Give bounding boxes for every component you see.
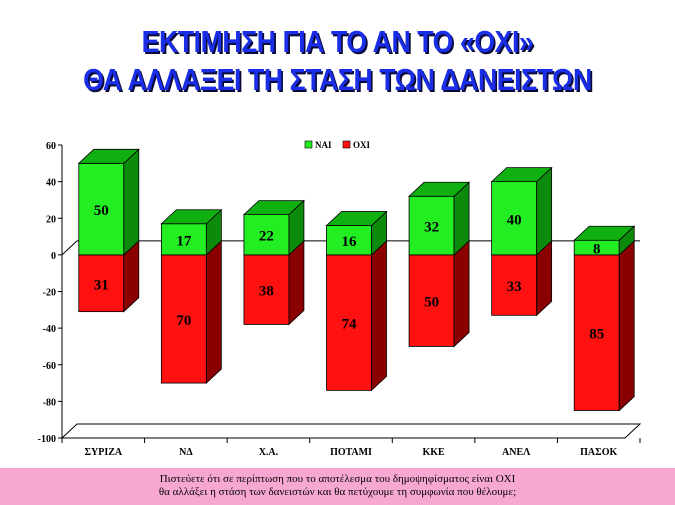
bar-yes-top xyxy=(573,225,636,241)
bar-no-side xyxy=(618,239,635,412)
bar-no-side xyxy=(288,239,305,326)
bar-no xyxy=(160,239,222,384)
x-category-label: ΚΚΕ xyxy=(422,447,445,458)
bar-yes xyxy=(408,181,471,256)
x-category-label: ΝΔ xyxy=(179,447,193,458)
bar-no-side xyxy=(205,239,222,384)
question-caption: Πιστεύετε ότι σε περίπτωση που το αποτέλ… xyxy=(0,468,675,505)
yes-data-label: 40 xyxy=(507,212,522,228)
yes-data-label: 17 xyxy=(176,233,192,249)
chart-floor xyxy=(60,423,642,439)
no-data-label: 74 xyxy=(342,317,358,333)
bar-no-front xyxy=(491,254,538,316)
bar-chart: 60 40 20 0 -20 -40 -60 -80 -100 50 31 ΣΥΡΙΖΑ 17 70 ΝΔ 2… xyxy=(38,140,642,458)
yes-data-label: 22 xyxy=(259,229,274,245)
bar-yes-top xyxy=(77,148,140,164)
bar-no xyxy=(408,239,470,348)
bar-yes xyxy=(242,199,305,256)
y-tick-label: 20 xyxy=(46,214,56,225)
bar-yes-side xyxy=(123,148,140,256)
y-tick-label: -20 xyxy=(43,288,56,299)
bar-no xyxy=(243,239,305,326)
no-data-label: 31 xyxy=(94,277,109,293)
no-data-label: 50 xyxy=(424,295,439,311)
x-category-label: Χ.Α. xyxy=(259,447,279,458)
legend-label: ΝΑΙ xyxy=(315,140,332,150)
zero-depth-line xyxy=(61,240,78,256)
y-tick-label: 60 xyxy=(46,141,56,152)
bar-no xyxy=(491,239,553,317)
caption-line-2: θα αλλάξει η στάση των δανειστών και θα … xyxy=(158,486,517,498)
x-category-label: ΣΥΡΙΖΑ xyxy=(84,447,122,458)
bar-yes xyxy=(573,225,636,256)
yes-data-label: 50 xyxy=(94,203,109,219)
bar-no-side xyxy=(453,239,470,348)
title-line-1: ΕΚΤΙΜΗΣΗ ΓΙΑ ΤΟ ΑΝ ΤΟ «ΟΧΙ» xyxy=(141,24,534,59)
bar-yes-top xyxy=(490,167,553,183)
y-tick-label: -40 xyxy=(43,324,56,335)
no-data-label: 38 xyxy=(259,284,274,300)
bar-no xyxy=(326,239,387,392)
bar-no-front xyxy=(408,254,455,347)
bar-yes-top xyxy=(325,211,388,226)
bar-yes-top xyxy=(160,209,223,225)
bar-no-side xyxy=(371,239,387,392)
y-tick-label: 40 xyxy=(46,178,56,189)
no-data-label: 33 xyxy=(507,279,522,295)
legend: ΝΑΙ ΟΧΙ xyxy=(304,140,371,150)
x-category-label: ΠΑΣΟΚ xyxy=(580,447,617,458)
yes-data-label: 16 xyxy=(342,234,358,250)
yes-data-label: 8 xyxy=(593,242,601,258)
no-data-label: 70 xyxy=(176,313,191,329)
caption-line-1: Πιστεύετε ότι σε περίπτωση που το αποτέλ… xyxy=(159,473,516,485)
bar-yes-top xyxy=(408,181,471,197)
bar-yes-front xyxy=(326,225,372,256)
x-category-label: ΑΝΕΛ xyxy=(502,447,531,458)
y-tick-label: -80 xyxy=(43,397,56,408)
legend-swatch xyxy=(304,140,313,149)
bar-yes-top xyxy=(242,200,305,215)
bar-no xyxy=(573,239,635,412)
bar-no-front xyxy=(326,254,372,391)
bar-yes-front xyxy=(78,162,125,256)
title-line-2: ΘΑ ΑΛΛΑΞΕΙ ΤΗ ΣΤΑΣΗ ΤΩΝ ΔΑΝΕΙΣΤΩΝ xyxy=(83,62,592,97)
legend-label: ΟΧΙ xyxy=(353,140,371,150)
bar-yes-side xyxy=(536,166,553,256)
x-category-label: ΠΟΤΑΜΙ xyxy=(330,447,372,458)
y-tick-label: -60 xyxy=(43,361,56,372)
legend-swatch xyxy=(342,140,351,149)
bar-yes xyxy=(77,148,140,256)
yes-data-label: 32 xyxy=(424,220,439,236)
y-tick-label: 0 xyxy=(51,251,56,262)
no-data-label: 85 xyxy=(589,327,604,343)
bar-yes-front xyxy=(491,181,538,256)
bar-yes xyxy=(325,210,388,256)
y-tick-label: -100 xyxy=(38,434,56,445)
bar-yes xyxy=(490,166,553,256)
bar-yes-front xyxy=(408,195,455,256)
bar-yes xyxy=(160,208,223,256)
